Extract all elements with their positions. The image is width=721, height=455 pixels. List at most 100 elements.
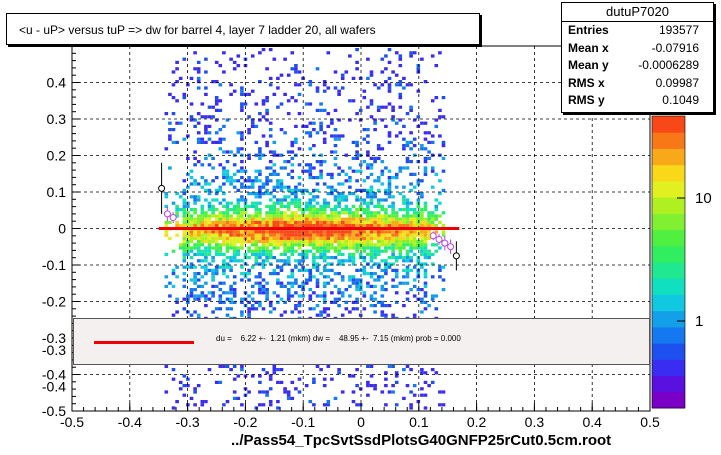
heat-cell — [380, 198, 385, 202]
heat-cell — [200, 214, 205, 218]
heat-cell — [416, 198, 421, 202]
heat-cell — [218, 147, 223, 151]
heat-cell — [387, 220, 392, 224]
heat-cell — [168, 121, 172, 125]
heat-cell — [416, 214, 421, 218]
heat-cell — [164, 147, 169, 151]
heat-cell — [326, 192, 331, 196]
heat-cell — [398, 236, 403, 240]
heat-cell — [330, 240, 334, 244]
heat-cell — [366, 134, 370, 138]
heat-cell — [240, 310, 244, 314]
heat-cell — [193, 246, 197, 250]
heat-cell — [214, 214, 219, 218]
heat-cell — [333, 284, 338, 288]
heat-cell — [265, 243, 269, 247]
heat-cell — [420, 208, 424, 212]
y-axis: -0.5-0.4-0.3-0.2-0.100.10.20.30.4-0.3-0.… — [42, 45, 80, 419]
heat-cell — [189, 256, 194, 260]
heat-cell — [193, 208, 197, 212]
heat-cell — [229, 265, 233, 269]
heat-cell — [279, 233, 284, 237]
heat-cell — [236, 204, 241, 208]
heat-cell — [355, 297, 359, 301]
heat-cell — [438, 201, 442, 205]
heat-cell — [276, 214, 280, 218]
heat-cell — [380, 294, 385, 298]
heat-cell — [214, 131, 219, 135]
heat-cell — [351, 278, 356, 282]
heat-cell — [315, 236, 320, 240]
heat-cell — [196, 160, 201, 164]
heat-cell — [423, 252, 428, 256]
heat-cell — [366, 76, 370, 80]
heat-cell — [369, 259, 374, 263]
heat-cell — [265, 192, 269, 196]
heat-cell — [380, 233, 385, 237]
heat-cell — [254, 259, 259, 263]
heat-cell — [369, 284, 374, 288]
heat-cell — [423, 272, 428, 276]
heat-cell — [290, 281, 295, 285]
heat-cell — [286, 220, 291, 224]
heat-cell — [276, 400, 280, 404]
heat-cell — [211, 246, 215, 250]
heat-cell — [441, 230, 446, 234]
heat-cell — [297, 240, 302, 244]
heat-cell — [398, 96, 403, 100]
heat-cell — [276, 368, 280, 372]
heat-cell — [218, 364, 223, 368]
heat-cell — [366, 201, 370, 205]
heat-cell — [182, 220, 187, 224]
heat-cell — [225, 364, 230, 368]
heat-cell — [373, 179, 377, 183]
heat-cell — [254, 179, 259, 183]
heat-cell — [258, 214, 262, 218]
heat-cell — [416, 179, 421, 183]
heat-cell — [196, 217, 201, 221]
heat-cell — [333, 224, 338, 228]
heat-cell — [186, 240, 190, 244]
heat-cell — [189, 214, 194, 218]
heat-cell — [279, 217, 284, 221]
heat-cell — [322, 300, 327, 304]
heat-cell — [225, 313, 230, 317]
heat-cell — [351, 259, 356, 263]
heat-cell — [258, 51, 262, 55]
heat-cell — [384, 217, 388, 221]
heat-cell — [348, 230, 352, 234]
heat-cell — [297, 198, 302, 202]
heat-cell — [204, 246, 208, 250]
heat-cell — [326, 51, 331, 55]
heat-cell — [171, 313, 176, 317]
heat-cell — [258, 195, 262, 199]
heat-cell — [430, 99, 435, 103]
heat-cell — [387, 89, 392, 93]
profile-point — [163, 210, 171, 218]
heat-cell — [236, 208, 241, 212]
heat-cell — [214, 252, 219, 256]
stats-row-rms-x: RMS x 0.09987 — [568, 75, 699, 90]
heat-cell — [236, 64, 241, 68]
heat-cell — [207, 192, 212, 196]
heat-cell — [427, 214, 431, 218]
heat-cell — [268, 374, 273, 378]
heat-cell — [362, 224, 367, 228]
heat-cell — [373, 128, 377, 132]
heat-cell — [200, 224, 205, 228]
heat-cell — [369, 214, 374, 218]
heat-cell — [423, 275, 428, 279]
heat-cell — [214, 208, 219, 212]
heat-cell — [207, 163, 212, 167]
heat-cell — [369, 163, 374, 167]
color-bar-swatch — [652, 116, 685, 133]
heat-cell — [225, 240, 230, 244]
heat-cell — [304, 201, 309, 205]
heat-cell — [297, 310, 302, 314]
heat-cell — [225, 307, 230, 311]
heat-cell — [358, 288, 363, 292]
heat-cell — [315, 262, 320, 266]
heat-cell — [319, 252, 323, 256]
heat-cell — [182, 259, 187, 263]
heat-cell — [412, 294, 417, 298]
